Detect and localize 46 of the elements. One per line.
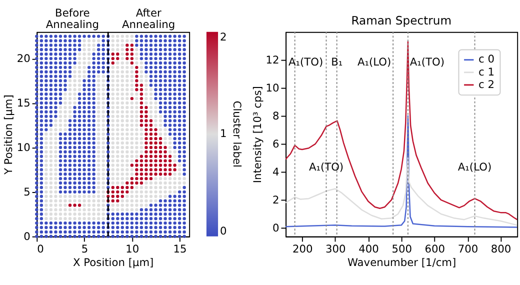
y-tick-label: 2 [272, 193, 280, 206]
color-bar-label: 1 [220, 127, 227, 140]
x-tick-label: 400 [358, 242, 380, 256]
x-tick-label: 5 [81, 242, 88, 256]
annotation: B₁ [331, 56, 343, 69]
x-axis-title: X Position [µm] [73, 256, 154, 269]
text: Before Annealing [46, 6, 99, 31]
line-series [286, 157, 518, 226]
x-tick-label: 600 [424, 242, 446, 256]
y-tick-label: 6 [272, 137, 280, 150]
color-bar-title: Cluster label [230, 100, 244, 168]
y-tick-label: 5 [24, 185, 30, 198]
x-tick-label: 800 [490, 242, 512, 256]
x-tick-label: 200 [292, 242, 313, 256]
y-axis-title: Y Position [µm] [2, 94, 16, 176]
y-tick-label: 10 [266, 81, 280, 94]
annotation: A₁(TO) [288, 56, 324, 69]
x-tick-label: 0 [37, 242, 44, 256]
x-tick-label: 700 [458, 242, 478, 256]
legend-label: c 0 [478, 52, 495, 66]
annotation: A₁(LO) [357, 56, 392, 69]
chart-title: Raman Spectrum [351, 14, 452, 28]
y-tick-label: 20 [16, 52, 31, 65]
legend-label: c 2 [478, 78, 494, 91]
annotation: A₁(TO) [410, 56, 445, 69]
y-tick-label: 0 [24, 230, 31, 243]
annotation: A₁(LO) [458, 160, 492, 174]
legend-label: c 1 [478, 65, 494, 78]
x-tick-label: 15 [173, 242, 187, 256]
y-tick-label: 8 [272, 109, 280, 122]
line-series [286, 115, 518, 228]
y-tick-label: 10 [16, 140, 31, 154]
x-tick-label: 10 [126, 242, 140, 256]
y-tick-label: 15 [16, 96, 30, 110]
y-axis-title: Intensity [10³ cps] [250, 86, 264, 184]
y-tick-label: 12 [266, 53, 280, 66]
color-bar-label: 0 [220, 224, 227, 238]
x-axis-title: Wavenumber [1/cm] [347, 256, 456, 269]
line-series [286, 41, 518, 220]
x-tick-label: 500 [392, 242, 412, 256]
text: After Annealing [122, 6, 176, 31]
x-tick-label: 300 [326, 242, 346, 256]
y-tick-label: 4 [272, 165, 280, 178]
color-bar-label: 2 [220, 30, 227, 44]
annotation: A₁(TO) [308, 160, 344, 174]
y-tick-label: 0 [272, 221, 280, 234]
